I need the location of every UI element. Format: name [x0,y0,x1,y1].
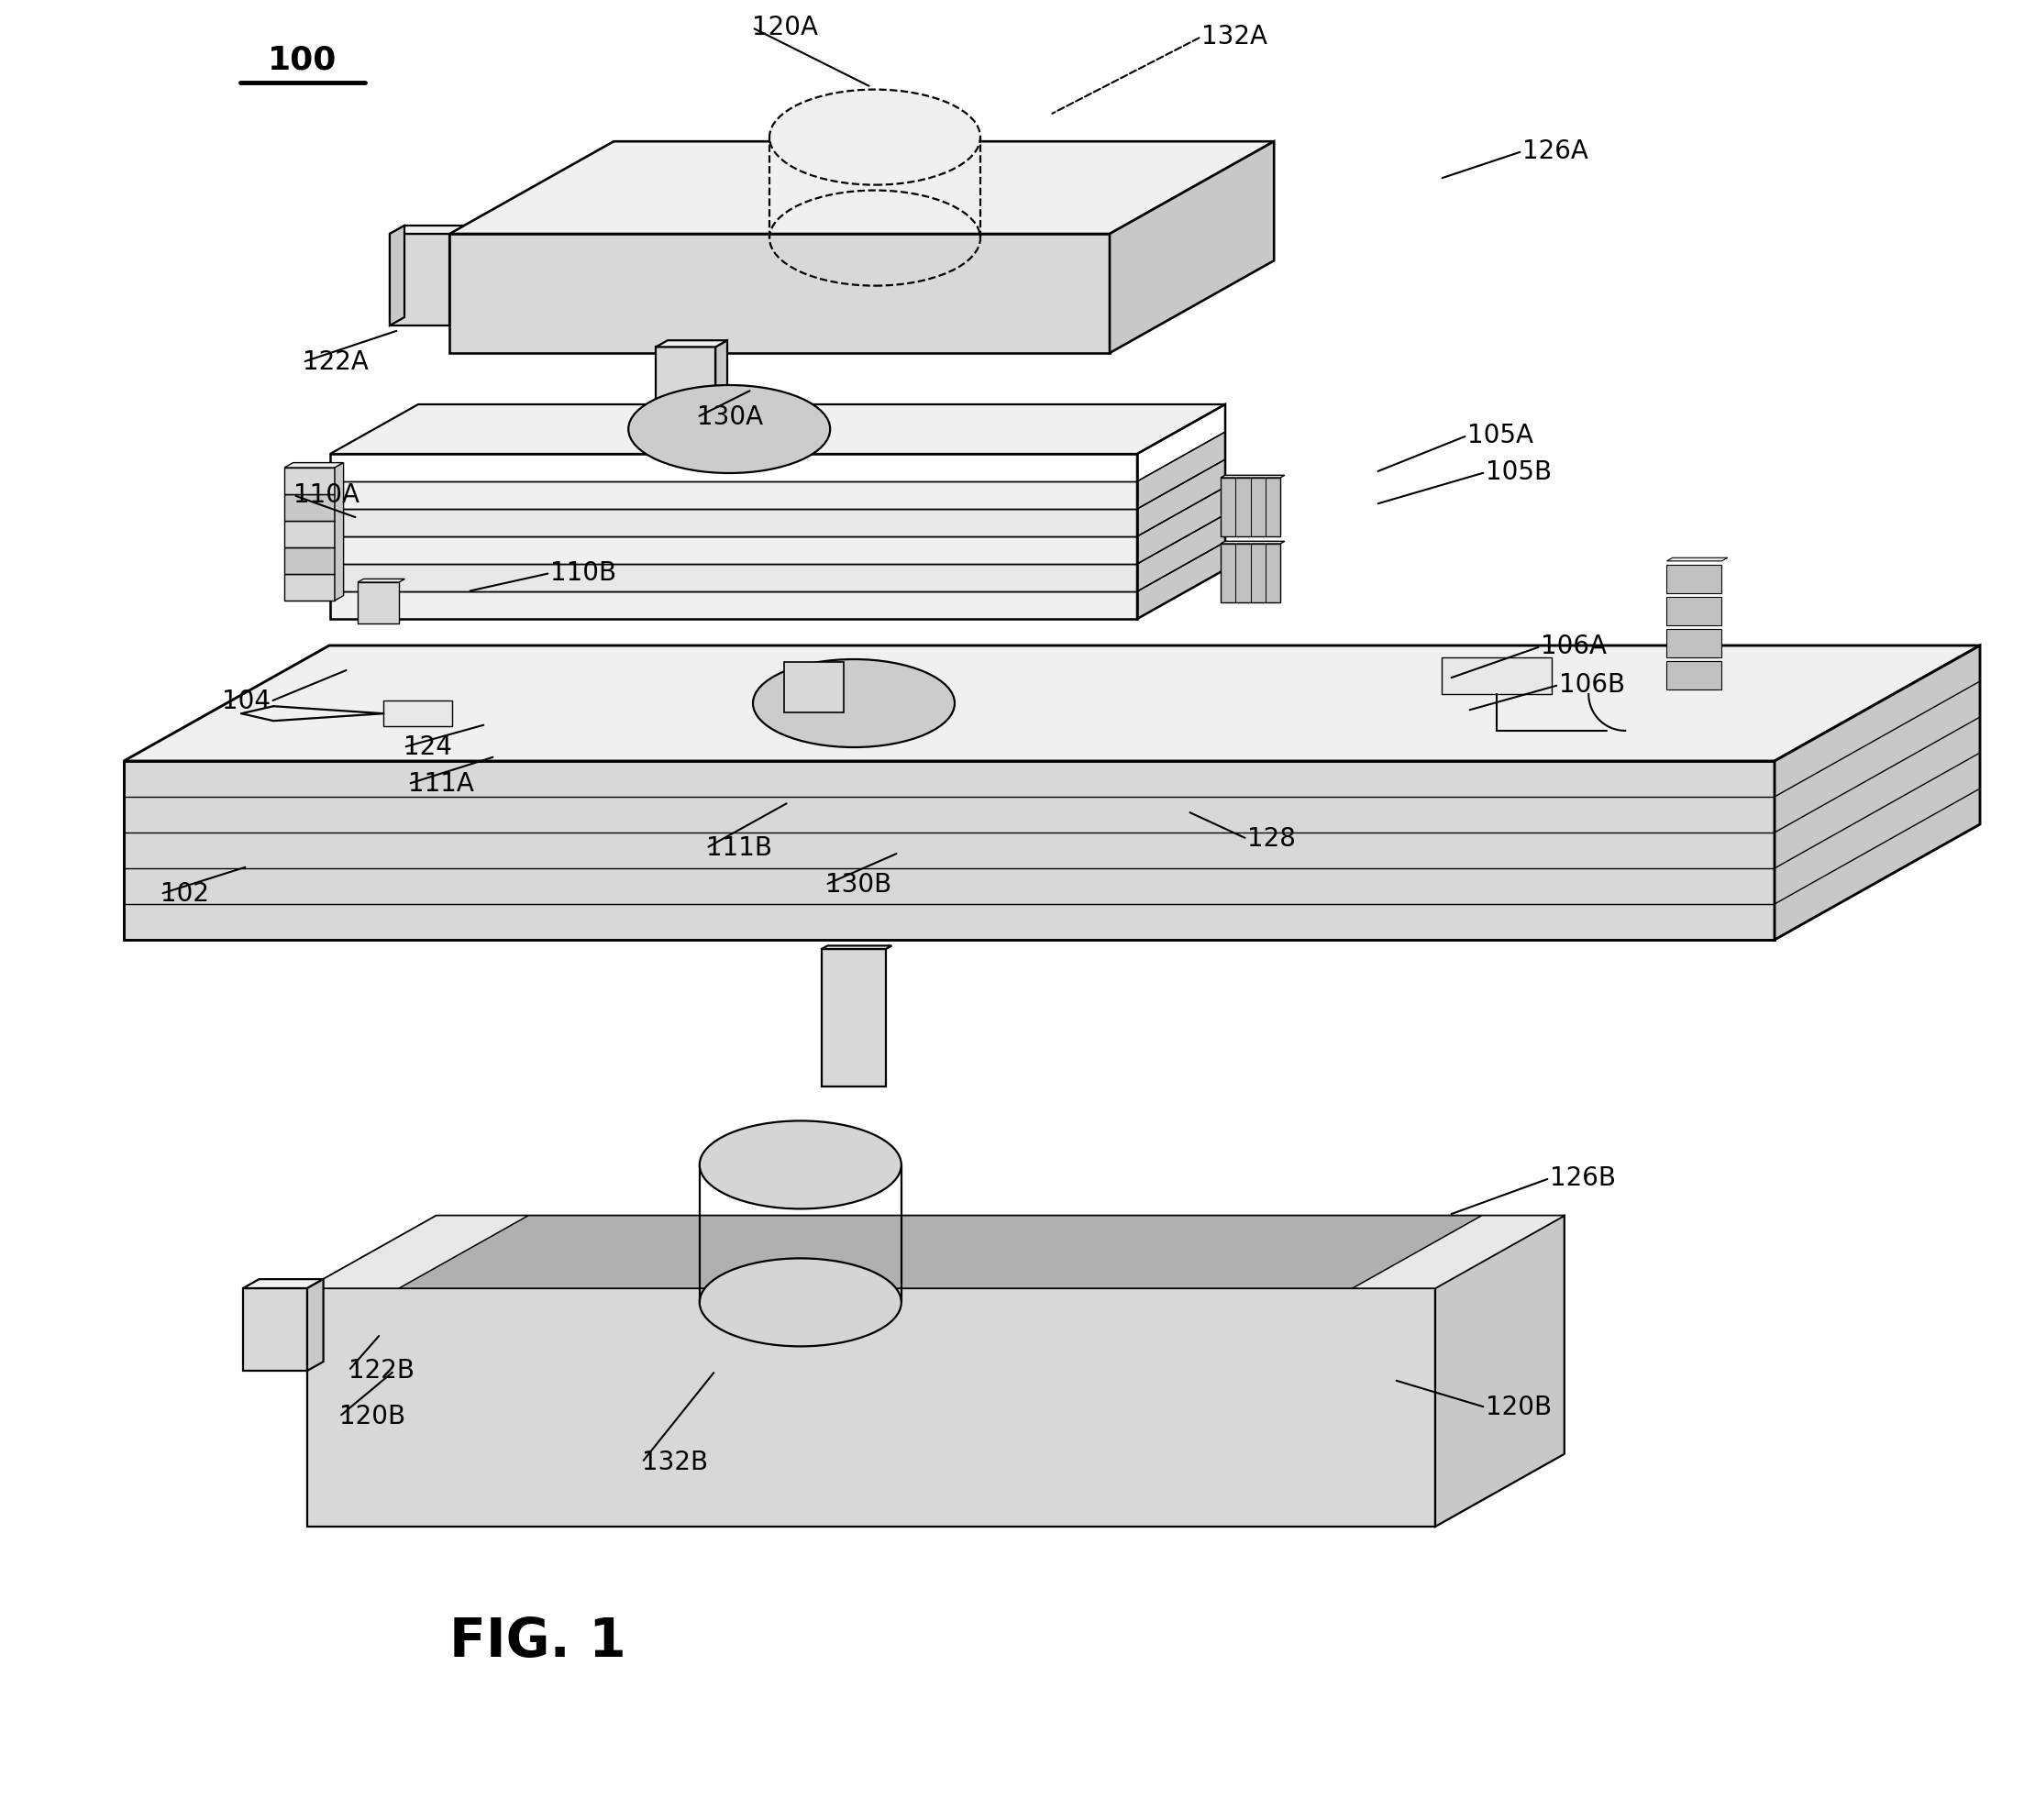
Text: 122B: 122B [348,1358,415,1383]
Ellipse shape [700,1121,901,1208]
Polygon shape [308,1216,528,1289]
Text: 105B: 105B [1486,459,1552,484]
Polygon shape [383,701,451,726]
Ellipse shape [627,386,830,473]
Polygon shape [1137,515,1225,592]
Polygon shape [391,226,463,233]
Polygon shape [308,1279,324,1370]
Text: 110B: 110B [551,561,617,586]
Polygon shape [656,348,716,433]
Polygon shape [358,579,405,582]
Polygon shape [334,462,344,601]
Polygon shape [391,233,449,326]
Polygon shape [1666,597,1722,626]
Polygon shape [399,1216,1482,1289]
Polygon shape [330,592,1137,619]
Polygon shape [822,948,887,1087]
Polygon shape [1666,661,1722,690]
Text: 100: 100 [267,44,338,75]
Polygon shape [283,462,344,468]
Polygon shape [1435,1216,1565,1527]
Polygon shape [283,573,334,601]
Polygon shape [449,233,1109,353]
Text: 106A: 106A [1540,633,1607,659]
Text: 120A: 120A [753,15,818,40]
Polygon shape [283,521,334,548]
Polygon shape [783,662,844,712]
Polygon shape [1137,488,1225,564]
Polygon shape [1137,431,1225,510]
Text: 128: 128 [1247,826,1295,852]
Polygon shape [243,1289,308,1370]
Polygon shape [283,548,334,573]
Polygon shape [330,564,1137,592]
Text: 102: 102 [160,881,208,906]
Polygon shape [1666,630,1722,657]
Polygon shape [1137,542,1225,619]
Polygon shape [358,582,399,624]
Polygon shape [243,1279,324,1289]
Text: 122A: 122A [304,349,368,375]
Text: 126B: 126B [1550,1165,1615,1190]
Text: 105A: 105A [1467,422,1534,448]
Polygon shape [1220,477,1281,537]
Polygon shape [656,340,727,348]
Ellipse shape [769,89,980,186]
Ellipse shape [753,659,955,748]
Text: 124: 124 [403,735,451,761]
Text: 130A: 130A [696,404,763,430]
Text: 110A: 110A [293,482,360,508]
Text: 130B: 130B [826,872,893,897]
Polygon shape [1352,1216,1565,1289]
Text: 126A: 126A [1522,138,1589,164]
Polygon shape [1775,646,1979,939]
Polygon shape [123,761,1775,939]
Polygon shape [283,495,334,521]
Polygon shape [1220,544,1281,602]
Polygon shape [330,404,1225,453]
Polygon shape [1220,475,1285,477]
Polygon shape [1666,564,1722,593]
Polygon shape [822,946,893,948]
Text: 106B: 106B [1558,672,1625,697]
Text: 132A: 132A [1202,24,1267,49]
Polygon shape [391,226,405,326]
Polygon shape [1109,142,1273,353]
Polygon shape [123,646,1979,761]
Text: 120B: 120B [340,1403,405,1429]
Polygon shape [330,480,1137,510]
Polygon shape [449,142,1273,233]
Polygon shape [1441,657,1552,693]
Polygon shape [330,537,1137,564]
Polygon shape [1220,541,1285,544]
Polygon shape [1137,459,1225,537]
Text: 104: 104 [223,688,271,713]
Text: 120B: 120B [1486,1394,1552,1420]
Text: 111B: 111B [706,835,773,861]
Text: 111A: 111A [409,772,474,797]
Text: 132B: 132B [642,1449,708,1476]
Text: FIG. 1: FIG. 1 [449,1614,625,1667]
Polygon shape [330,510,1137,537]
Polygon shape [308,1216,1565,1289]
Polygon shape [1666,557,1728,561]
Ellipse shape [700,1258,901,1347]
Polygon shape [716,340,727,433]
Polygon shape [308,1289,1435,1527]
Polygon shape [283,468,334,495]
